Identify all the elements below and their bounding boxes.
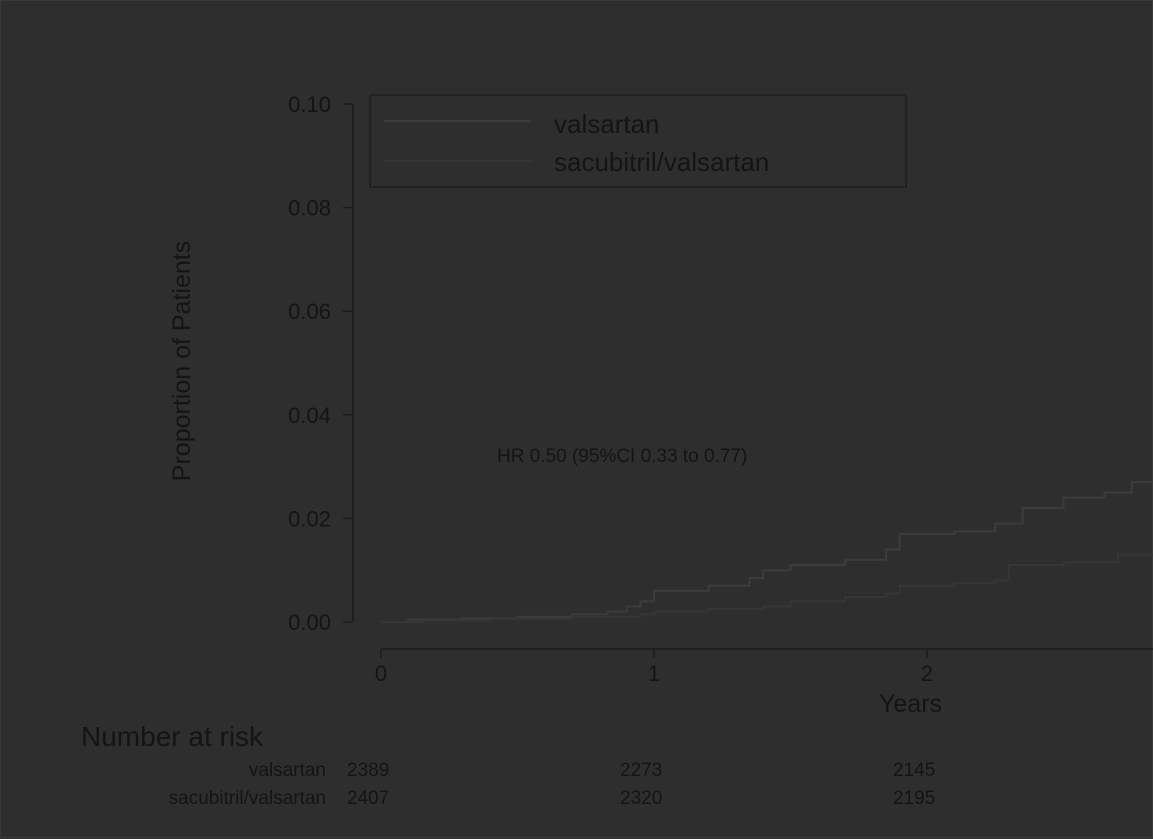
- risk-table-rows: valsartan 2389 2273 2145 sacubitril/valsarta…: [169, 760, 936, 809]
- x-tick-label: 1: [648, 661, 660, 686]
- risk-count: 2273: [620, 760, 662, 781]
- axes: 0.00 0.02 0.04 0.06 0.08 0.10 0 1 2: [288, 92, 1153, 686]
- y-tick-label: 0.08: [288, 196, 331, 221]
- risk-table-title: Number at risk: [81, 721, 264, 752]
- risk-count: 2389: [347, 760, 389, 781]
- x-tick-label: 2: [921, 661, 933, 686]
- series-line-sacubitril-valsartan: [381, 553, 1153, 623]
- risk-row-label: valsartan: [249, 760, 326, 781]
- risk-count: 2320: [620, 788, 662, 809]
- risk-count: 2145: [893, 760, 935, 781]
- risk-row-label: sacubitril/valsartan: [169, 788, 326, 809]
- y-tick-label: 0.04: [288, 403, 331, 428]
- risk-count: 2195: [893, 788, 935, 809]
- hazard-ratio-annotation: HR 0.50 (95%CI 0.33 to 0.77): [497, 446, 747, 467]
- y-tick-label: 0.02: [288, 506, 331, 531]
- series-layer: [381, 481, 1153, 623]
- y-tick-label: 0.10: [288, 92, 331, 117]
- y-tick-label: 0.06: [288, 299, 331, 324]
- series-line-valsartan: [381, 481, 1153, 623]
- risk-count: 2407: [347, 788, 389, 809]
- y-tick-label: 0.00: [288, 610, 331, 635]
- legend-box: [369, 94, 907, 188]
- x-tick-label: 0: [375, 661, 387, 686]
- x-axis-title: Years: [879, 690, 942, 718]
- legend-label-sacubitril-valsartan: sacubitril/valsartan: [554, 147, 769, 177]
- legend-label-valsartan: valsartan: [554, 109, 660, 139]
- y-axis-title: Proportion of Patients: [168, 241, 196, 481]
